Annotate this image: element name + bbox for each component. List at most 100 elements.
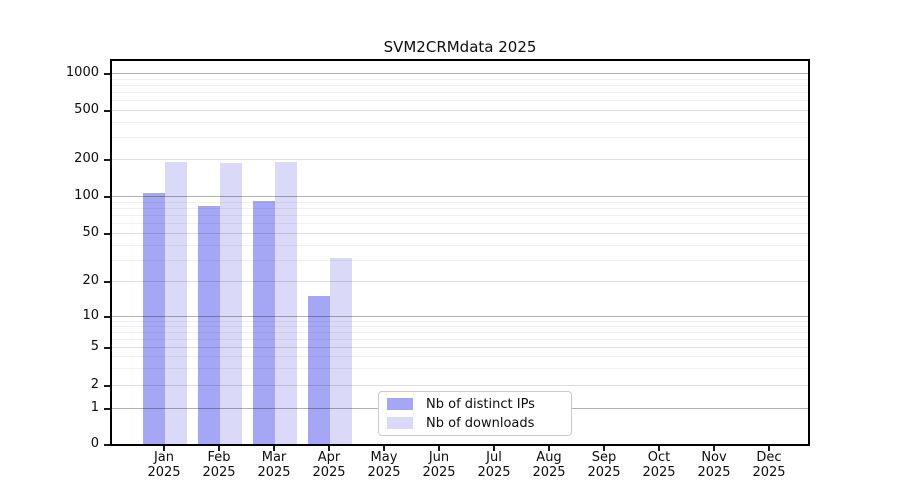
x-tick-label: Oct 2025 (631, 450, 687, 480)
x-tick-label: Aug 2025 (521, 450, 577, 480)
y-tickmark (104, 347, 110, 349)
y-tickmark (104, 73, 110, 75)
x-tickmark (163, 446, 165, 451)
minor-gridline (112, 368, 808, 369)
minor-gridline (112, 202, 808, 203)
y-tick-label: 5 (90, 339, 99, 354)
legend: Nb of distinct IPs Nb of downloads (378, 391, 572, 436)
x-tick-label-year: 2025 (587, 465, 621, 480)
x-tickmark (273, 446, 275, 451)
legend-label-distinct-ips: Nb of distinct IPs (426, 396, 535, 412)
bar-downloads-jan (165, 161, 187, 444)
y-tick-label: 1000 (65, 65, 99, 80)
x-tick-label-month: Jul (486, 450, 502, 465)
y-tick-label: 200 (74, 151, 99, 166)
x-tick-label-year: 2025 (422, 465, 456, 480)
y-tick-label: 1 (90, 400, 99, 415)
x-tick-label-month: Nov (701, 450, 727, 465)
x-tickmark (383, 446, 385, 451)
y-tickmark (104, 196, 110, 198)
x-tickmark (218, 446, 220, 451)
minor-gridline (112, 245, 808, 246)
major-gridline (112, 73, 808, 74)
major-gridline (112, 233, 808, 234)
y-tick-label: 100 (74, 188, 99, 203)
minor-gridline (112, 122, 808, 123)
x-tick-label-month: Jun (428, 450, 450, 465)
minor-gridline (112, 85, 808, 86)
minor-gridline (112, 332, 808, 333)
x-tick-label-year: 2025 (367, 465, 401, 480)
top-spine (110, 59, 810, 61)
minor-gridline (112, 356, 808, 357)
x-tick-label-year: 2025 (257, 465, 291, 480)
left-spine (110, 59, 112, 446)
x-tick-label: Mar 2025 (246, 450, 302, 480)
y-tickmark (104, 385, 110, 387)
major-gridline (112, 110, 808, 111)
legend-swatch-downloads (387, 417, 413, 429)
bar-distinct-ips-feb (198, 205, 220, 444)
legend-label-downloads: Nb of downloads (426, 415, 535, 431)
minor-gridline (112, 79, 808, 80)
y-tickmark (104, 316, 110, 318)
x-tickmark (603, 446, 605, 451)
x-tick-label-month: Apr (317, 450, 341, 465)
minor-gridline (112, 208, 808, 209)
x-tick-label-month: Jan (153, 450, 175, 465)
x-tickmark (658, 446, 660, 451)
x-tick-label: Dec 2025 (741, 450, 797, 480)
x-tick-label: Jun 2025 (411, 450, 467, 480)
y-tick-label: 10 (82, 308, 99, 323)
x-tick-label-month: Sep (591, 450, 617, 465)
minor-gridline (112, 223, 808, 224)
legend-item-distinct-ips: Nb of distinct IPs (387, 397, 571, 412)
legend-item-downloads: Nb of downloads (387, 416, 571, 431)
x-tick-label-year: 2025 (312, 465, 346, 480)
x-tick-label: Apr 2025 (301, 450, 357, 480)
chart-title: SVM2CRMdata 2025 (383, 38, 537, 56)
x-tick-label-month: Feb (207, 450, 231, 465)
minor-gridline (112, 260, 808, 261)
bar-distinct-ips-jan (143, 193, 165, 444)
minor-gridline (112, 92, 808, 93)
x-tick-label: Sep 2025 (576, 450, 632, 480)
y-tickmark (104, 110, 110, 112)
major-gridline (112, 385, 808, 386)
x-tickmark (328, 446, 330, 451)
x-tick-label-month: May (370, 450, 398, 465)
major-gridline (112, 281, 808, 282)
x-tick-label: Nov 2025 (686, 450, 742, 480)
y-tick-label: 2 (90, 377, 99, 392)
right-spine (808, 59, 810, 446)
x-tick-label: May 2025 (356, 450, 412, 480)
minor-gridline (112, 339, 808, 340)
x-tick-label: Jan 2025 (136, 450, 192, 480)
minor-gridline (112, 321, 808, 322)
y-tick-label: 500 (74, 102, 99, 117)
x-tick-label-year: 2025 (642, 465, 676, 480)
minor-gridline (112, 100, 808, 101)
y-tick-label: 0 (90, 436, 99, 451)
major-gridline (112, 196, 808, 197)
x-tick-label: Feb 2025 (191, 450, 247, 480)
bar-downloads-apr (330, 258, 352, 444)
x-tick-label-year: 2025 (202, 465, 236, 480)
x-tick-label-month: Dec (756, 450, 782, 465)
major-gridline (112, 316, 808, 317)
bar-distinct-ips-apr (308, 295, 330, 444)
x-tickmark (548, 446, 550, 451)
x-tick-label-year: 2025 (752, 465, 786, 480)
bottom-spine (110, 444, 810, 446)
x-tickmark (438, 446, 440, 451)
x-tickmark (713, 446, 715, 451)
y-tick-label: 20 (82, 273, 99, 288)
minor-gridline (112, 215, 808, 216)
y-tickmark (104, 444, 110, 446)
y-tickmark (104, 281, 110, 283)
x-tick-label-year: 2025 (147, 465, 181, 480)
bar-distinct-ips-mar (253, 201, 275, 444)
x-tickmark (768, 446, 770, 451)
y-tickmark (104, 159, 110, 161)
